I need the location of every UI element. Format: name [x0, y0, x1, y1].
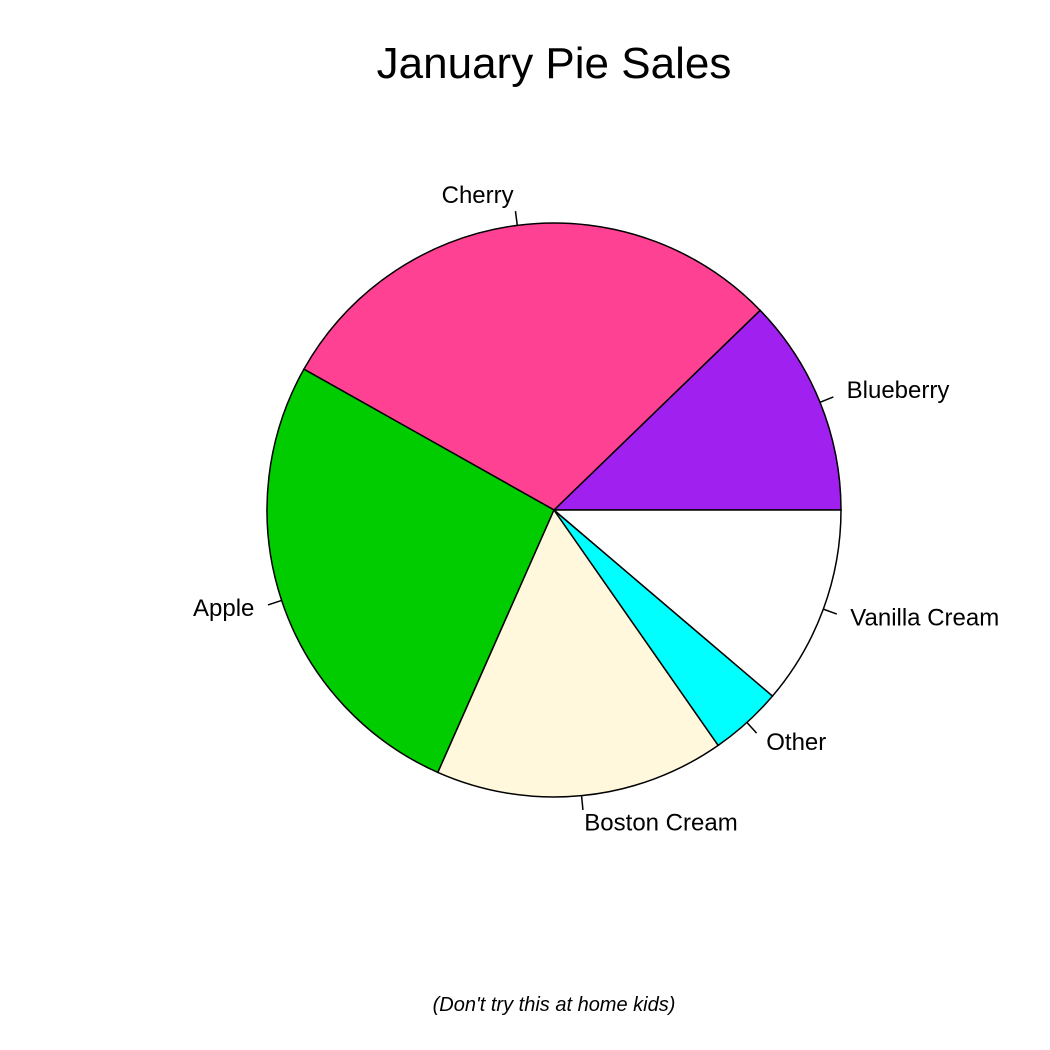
chart-title: January Pie Sales — [377, 39, 732, 88]
label-tick-apple — [267, 599, 282, 606]
label-ticks — [267, 211, 838, 811]
pie-slices — [266, 222, 842, 798]
slice-label-vanilla-cream: Vanilla Cream — [850, 604, 999, 631]
chart-note: (Don't try this at home kids) — [433, 994, 676, 1016]
slice-label-apple: Apple — [193, 595, 254, 622]
label-tick-blueberry — [819, 396, 834, 403]
pie-slice-blueberry — [552, 309, 842, 511]
pie-slice-boston-cream — [436, 508, 720, 798]
pie-slice-vanilla-cream — [551, 509, 842, 698]
label-tick-vanilla-cream — [823, 608, 838, 615]
slice-label-boston-cream: Boston Cream — [584, 810, 737, 837]
slice-labels: Blueberry Cherry Apple Boston Cream Other Van… — [193, 182, 999, 836]
slice-label-blueberry: Blueberry — [847, 377, 950, 404]
label-tick-cherry — [514, 211, 519, 226]
label-tick-boston-cream — [580, 795, 584, 811]
label-tick-other — [746, 721, 758, 734]
slice-label-cherry: Cherry — [442, 182, 514, 209]
slice-label-other: Other — [766, 729, 826, 756]
